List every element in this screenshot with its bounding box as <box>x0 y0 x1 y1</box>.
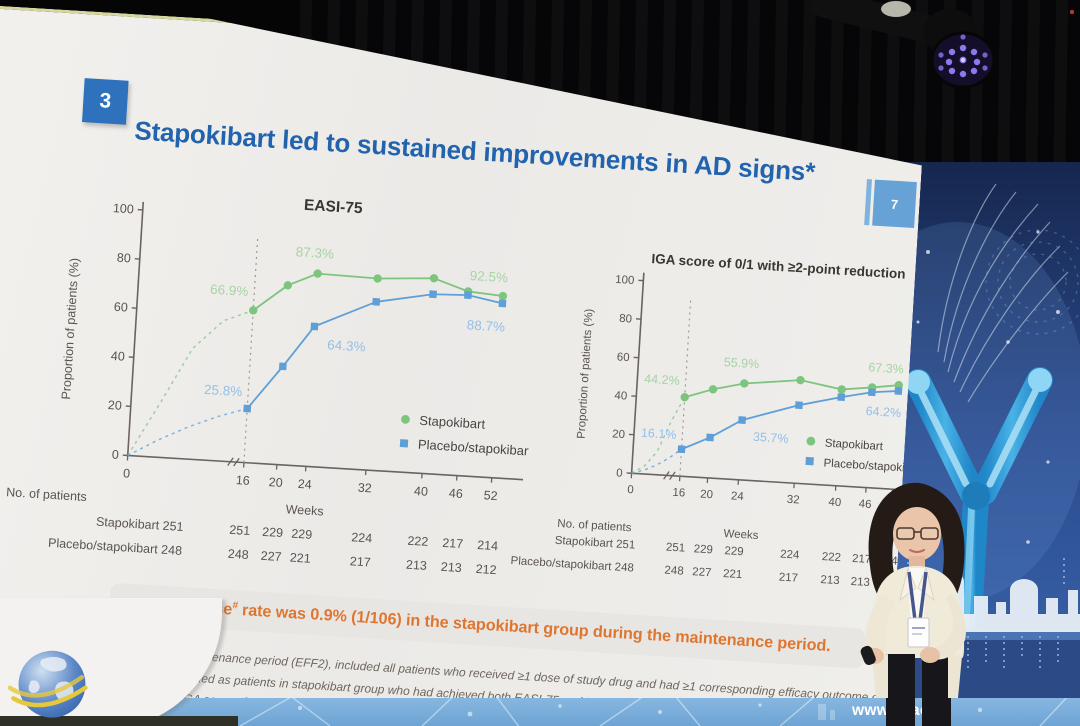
svg-text:Placebo/stapokibart: Placebo/stapokibart <box>418 437 533 459</box>
svg-text:217: 217 <box>442 536 464 551</box>
svg-text:20: 20 <box>612 428 626 441</box>
presenter-clicker-icon <box>860 645 876 666</box>
stage-light-icon <box>811 0 1075 89</box>
band-decoration-icon <box>239 687 1071 726</box>
svg-text:16: 16 <box>235 473 250 488</box>
svg-text:64.2%: 64.2% <box>865 404 901 420</box>
svg-text:EASI-75: EASI-75 <box>304 197 364 218</box>
svg-text:24: 24 <box>731 490 745 503</box>
svg-text:60: 60 <box>616 351 630 364</box>
svg-text:229: 229 <box>291 527 313 542</box>
svg-text:213: 213 <box>440 560 462 575</box>
page-number-badge: 7 <box>872 180 917 228</box>
svg-text:46: 46 <box>448 486 463 501</box>
svg-text:52: 52 <box>483 488 498 503</box>
svg-text:20: 20 <box>107 398 122 413</box>
svg-text:213: 213 <box>406 558 428 573</box>
section-number: 3 <box>98 89 112 113</box>
svg-text:32: 32 <box>357 481 372 496</box>
svg-text:227: 227 <box>260 549 282 564</box>
svg-text:67.3%: 67.3% <box>868 360 904 376</box>
svg-text:217: 217 <box>778 571 798 584</box>
svg-text:40: 40 <box>414 484 429 499</box>
svg-text:64.3%: 64.3% <box>327 337 366 354</box>
svg-text:227: 227 <box>692 566 712 579</box>
svg-text:221: 221 <box>289 551 311 566</box>
svg-text:25.8%: 25.8% <box>204 382 243 399</box>
svg-text:224: 224 <box>780 549 800 562</box>
svg-text:0: 0 <box>111 448 119 462</box>
svg-text:229: 229 <box>262 525 284 540</box>
svg-text:229: 229 <box>693 543 713 556</box>
presenter-figure <box>860 482 966 726</box>
svg-text:55.9%: 55.9% <box>723 355 759 371</box>
svg-text:Stapokibart 251: Stapokibart 251 <box>554 535 635 552</box>
svg-text:44.2%: 44.2% <box>644 372 680 388</box>
svg-text:0: 0 <box>616 467 623 479</box>
svg-text:214: 214 <box>477 538 499 553</box>
svg-text:Weeks: Weeks <box>285 502 324 518</box>
svg-text:40: 40 <box>110 349 125 364</box>
svg-text:66.9%: 66.9% <box>210 282 249 299</box>
svg-text:35.7%: 35.7% <box>753 430 789 446</box>
svg-text:80: 80 <box>619 313 633 326</box>
svg-text:Placebo/stapokibart 248: Placebo/stapokibart 248 <box>510 555 634 575</box>
svg-text:217: 217 <box>349 554 371 569</box>
svg-text:No. of patients: No. of patients <box>557 518 632 535</box>
svg-text:32: 32 <box>786 494 800 507</box>
svg-text:40: 40 <box>614 390 628 403</box>
svg-text:16.1%: 16.1% <box>641 426 677 442</box>
svg-text:92.5%: 92.5% <box>469 268 508 285</box>
svg-text:Placebo/stapokibart 248: Placebo/stapokibart 248 <box>48 536 183 558</box>
svg-text:251: 251 <box>666 542 686 555</box>
svg-text:Stapokibart: Stapokibart <box>419 413 486 432</box>
svg-text:212: 212 <box>475 562 497 577</box>
svg-text:0: 0 <box>627 484 634 496</box>
presenter <box>860 482 966 726</box>
svg-text:46: 46 <box>858 498 872 511</box>
svg-text:100: 100 <box>615 274 635 287</box>
svg-text:213: 213 <box>820 574 840 587</box>
table-edge <box>0 716 238 726</box>
svg-text:20: 20 <box>700 489 714 502</box>
globe-logo-icon <box>8 650 88 718</box>
svg-text:88.7%: 88.7% <box>466 317 505 334</box>
svg-text:251: 251 <box>229 523 251 538</box>
svg-text:248: 248 <box>227 547 249 562</box>
svg-text:Weeks: Weeks <box>723 528 759 542</box>
svg-text:No. of patients: No. of patients <box>6 485 87 504</box>
svg-text:0: 0 <box>123 466 131 480</box>
svg-text:Stapokibart: Stapokibart <box>824 438 884 454</box>
section-number-badge: 3 <box>82 78 129 125</box>
svg-text:40: 40 <box>828 496 842 509</box>
svg-text:24: 24 <box>297 477 312 492</box>
svg-text:IGA score of 0/1 with ≥2-point: IGA score of 0/1 with ≥2-point reduction <box>651 251 906 282</box>
svg-text:Proportion of patients (%): Proportion of patients (%) <box>576 308 596 439</box>
svg-text:222: 222 <box>407 534 429 549</box>
svg-text:20: 20 <box>268 475 283 490</box>
page-number: 7 <box>890 196 899 212</box>
svg-text:248: 248 <box>664 564 684 577</box>
chart-easi75: EASI-75 Proportion of patients (%) 0 20 40 60… <box>0 169 544 614</box>
svg-text:224: 224 <box>351 530 373 545</box>
svg-text:213: 213 <box>850 576 870 589</box>
svg-text:Proportion of patients (%): Proportion of patients (%) <box>59 258 82 400</box>
svg-text:16: 16 <box>672 487 686 500</box>
svg-text:100: 100 <box>113 201 135 216</box>
svg-text:222: 222 <box>821 551 841 564</box>
svg-text:229: 229 <box>724 545 744 558</box>
svg-text:87.3%: 87.3% <box>295 244 334 261</box>
svg-text:80: 80 <box>116 251 131 266</box>
svg-text:60: 60 <box>113 300 128 315</box>
svg-text:Stapokibart 251: Stapokibart 251 <box>96 515 184 534</box>
svg-text:221: 221 <box>723 568 743 581</box>
svg-text:217: 217 <box>852 553 872 566</box>
